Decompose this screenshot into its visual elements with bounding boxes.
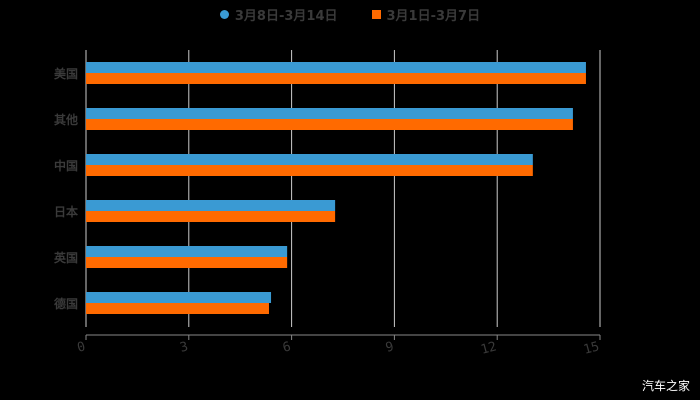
y-axis-category-label: 美国 [54, 66, 78, 81]
bar-series-2[interactable] [86, 303, 269, 314]
legend-item-series-2[interactable]: 3月1日-3月7日 [371, 5, 481, 24]
bar-series-2[interactable] [86, 257, 288, 268]
legend-label: 3月8日-3月14日 [234, 8, 338, 24]
x-axis-tick-label: 12 [479, 339, 498, 358]
y-axis-category-label: 德国 [54, 296, 78, 311]
bar-series-2[interactable] [86, 165, 533, 176]
watermark-logo-text: 汽车之家 [641, 379, 690, 393]
chart-legend: 3月8日-3月14日 3月1日-3月7日 [0, 4, 700, 24]
y-axis-category-label: 其他 [54, 112, 78, 127]
y-axis-category-label: 中国 [54, 158, 78, 173]
x-axis-tick-label: 9 [384, 339, 395, 356]
x-axis-tick-label: 3 [178, 339, 189, 356]
y-axis-category-label: 英国 [54, 250, 78, 265]
bar-series-2[interactable] [86, 211, 336, 222]
bar-series-1[interactable] [86, 292, 272, 303]
bar-series-1[interactable] [86, 200, 336, 211]
bar-series-1[interactable] [86, 62, 586, 73]
y-axis-category-label: 日本 [54, 204, 78, 219]
bar-series-1[interactable] [86, 154, 533, 165]
x-axis-tick-label: 6 [281, 339, 292, 356]
legend-item-series-1[interactable]: 3月8日-3月14日 [219, 5, 338, 24]
square-marker-icon [371, 9, 381, 19]
x-axis-tick-label: 15 [582, 339, 601, 358]
bar-series-1[interactable] [86, 108, 573, 119]
bar-series-2[interactable] [86, 73, 586, 84]
x-axis-tick-label: 0 [76, 339, 87, 356]
legend-label: 3月1日-3月7日 [386, 8, 481, 24]
circle-marker-icon [219, 9, 229, 19]
bar-series-2[interactable] [86, 119, 573, 130]
bar-series-1[interactable] [86, 246, 288, 257]
